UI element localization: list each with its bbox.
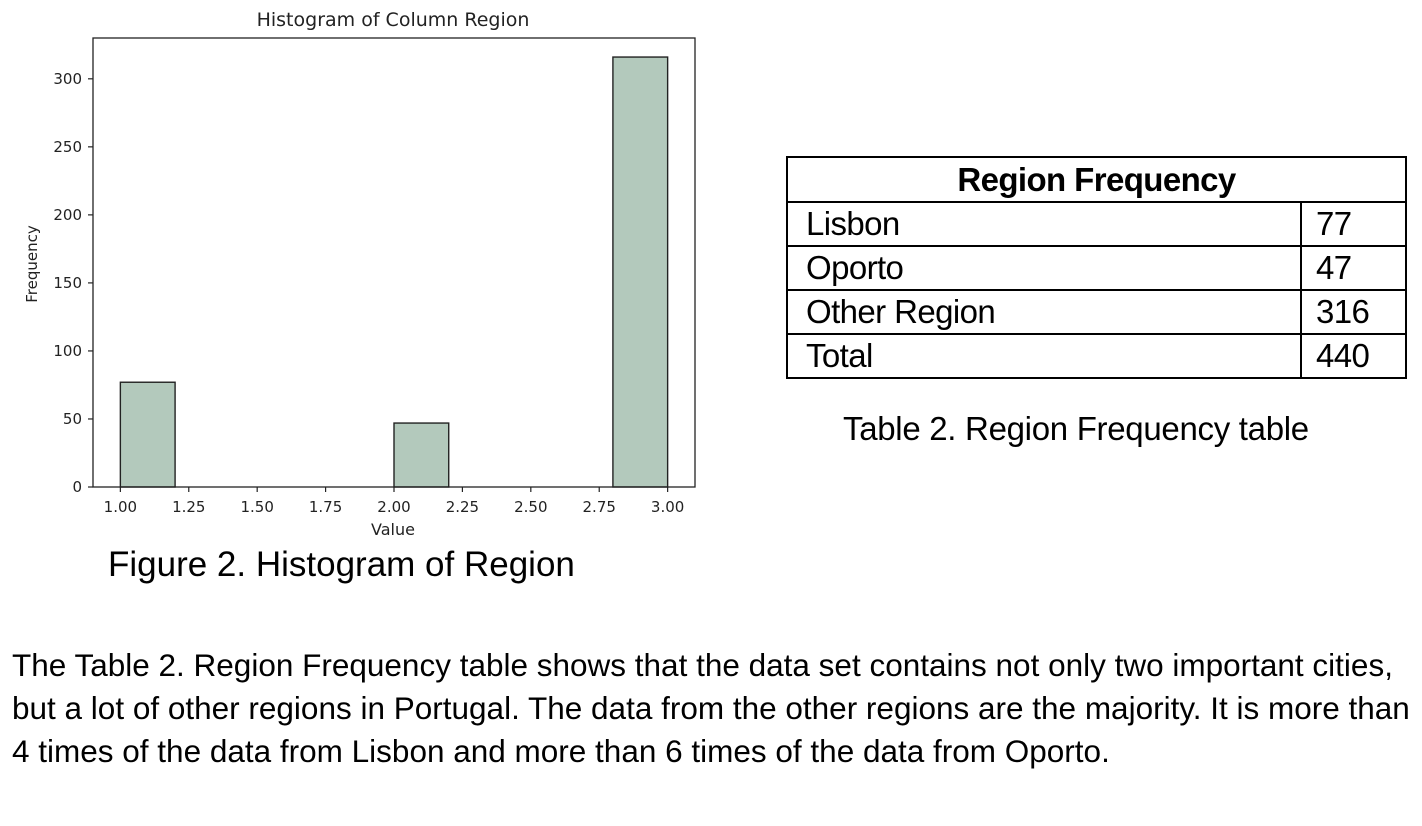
x-axis-label: Value — [371, 520, 415, 539]
y-tick-label: 250 — [53, 138, 82, 156]
region-frequency-table: Region Frequency Lisbon 77 Oporto 47 Oth… — [786, 156, 1407, 379]
x-tick-label: 1.25 — [172, 498, 205, 516]
y-tick-label: 150 — [53, 274, 82, 292]
table-row: Total 440 — [786, 333, 1407, 379]
y-tick-label: 200 — [53, 206, 82, 224]
x-tick-label: 1.75 — [309, 498, 342, 516]
x-tick-label: 2.00 — [377, 498, 410, 516]
body-paragraph: The Table 2. Region Frequency table show… — [12, 647, 1410, 769]
x-tick-label: 2.50 — [514, 498, 547, 516]
y-tick-label: 0 — [72, 478, 82, 496]
y-axis-label: Frequency — [23, 225, 41, 303]
row-label: Total — [786, 333, 1302, 379]
row-label: Other Region — [786, 289, 1302, 335]
y-tick-label: 50 — [63, 410, 82, 428]
histogram-chart: Histogram of Column Region 1.00 1.25 1.50 1… — [23, 9, 696, 539]
x-tick-label: 1.50 — [240, 498, 273, 516]
histogram-bars — [119, 56, 669, 488]
table-caption: Table 2. Region Frequency table — [843, 410, 1309, 447]
table-row: Lisbon 77 — [786, 201, 1407, 247]
y-tick-label: 300 — [53, 70, 82, 88]
y-tick-label: 100 — [53, 342, 82, 360]
plot-frame — [92, 37, 696, 488]
row-value: 440 — [1300, 333, 1407, 379]
x-tick-label: 3.00 — [651, 498, 684, 516]
histogram-axes: 1.00 1.25 1.50 1.75 2.00 2.25 2.50 2.75 3.00 0 50 1… — [53, 70, 684, 516]
figure-caption: Figure 2. Histogram of Region — [108, 545, 575, 584]
table-row: Other Region 316 — [786, 289, 1407, 335]
histogram-bar-5 — [393, 422, 450, 488]
table-title: Region Frequency — [786, 156, 1407, 203]
row-value: 316 — [1300, 289, 1407, 335]
row-label: Oporto — [786, 245, 1302, 291]
table-row: Oporto 47 — [786, 245, 1407, 291]
row-value: 77 — [1300, 201, 1407, 247]
histogram-bar-9 — [612, 56, 669, 488]
chart-title: Histogram of Column Region — [257, 9, 530, 31]
histogram-bar-0 — [119, 381, 176, 488]
x-tick-label: 2.75 — [583, 498, 616, 516]
x-tick-label: 2.25 — [446, 498, 479, 516]
x-tick-label: 1.00 — [104, 498, 137, 516]
row-label: Lisbon — [786, 201, 1302, 247]
table-header-row: Region Frequency — [786, 156, 1407, 203]
row-value: 47 — [1300, 245, 1407, 291]
